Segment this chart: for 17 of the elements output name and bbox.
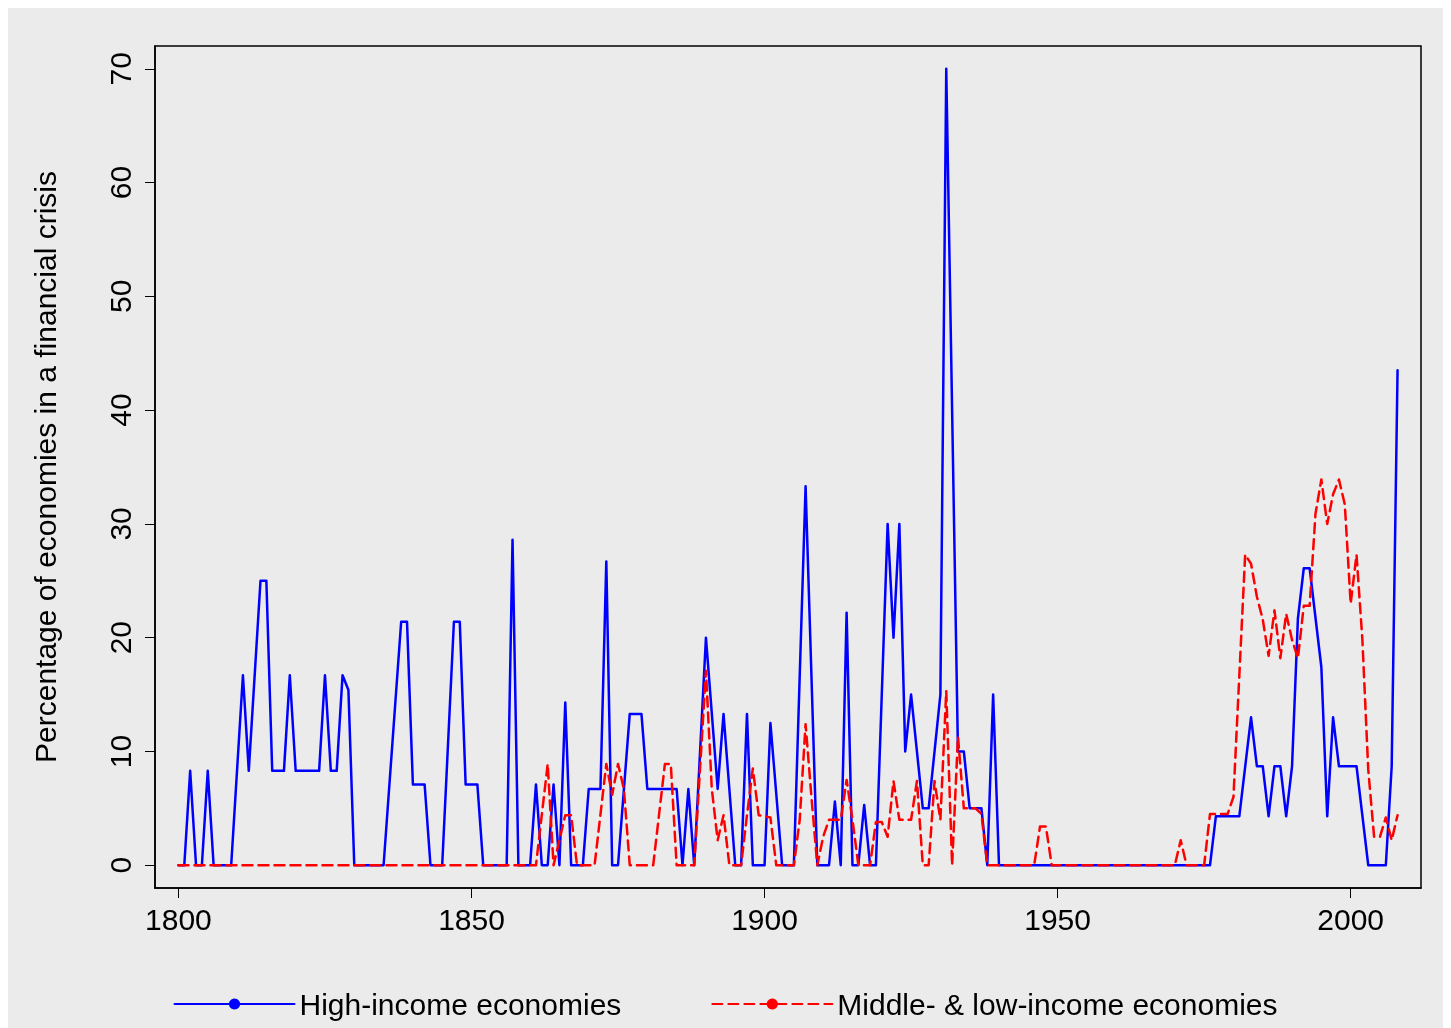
y-tick-label: 60 bbox=[103, 165, 137, 200]
legend-label: Middle- & low-income economies bbox=[837, 987, 1278, 1021]
y-axis-title: Percentage of economies in a financial crisis bbox=[28, 171, 62, 763]
x-tick-label: 1850 bbox=[438, 902, 505, 936]
y-tick-label: 0 bbox=[103, 856, 137, 874]
y-tick-label: 50 bbox=[103, 279, 137, 314]
line-series bbox=[177, 478, 1399, 867]
x-tick-label: 1900 bbox=[731, 902, 798, 936]
y-tick-label: 40 bbox=[103, 393, 137, 427]
x-tick-label: 2000 bbox=[1317, 902, 1385, 936]
y-tick-label: 10 bbox=[103, 734, 137, 769]
legend-label: High-income economies bbox=[299, 987, 622, 1021]
x-tick-label: 1800 bbox=[145, 902, 212, 936]
y-tick-label: 70 bbox=[103, 52, 137, 86]
x-tick-label: 1950 bbox=[1024, 902, 1091, 936]
y-tick-label: 20 bbox=[103, 620, 137, 655]
y-tick-label: 30 bbox=[103, 507, 137, 541]
